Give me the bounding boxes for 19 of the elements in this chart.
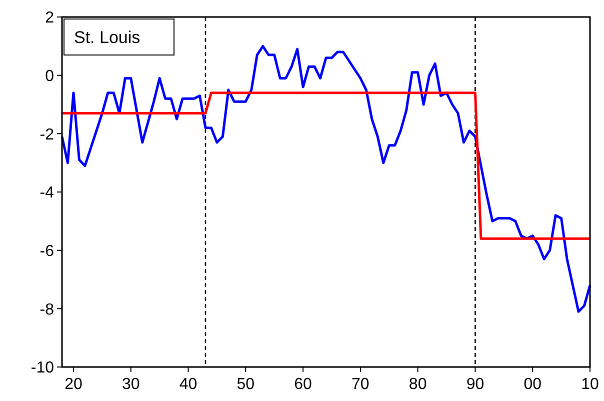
x-tick-label: 00 — [524, 376, 542, 393]
x-tick-label: 40 — [179, 376, 198, 393]
line-series — [60, 44, 592, 313]
x-tick-label: 70 — [352, 376, 370, 393]
x-tick-label: 60 — [294, 376, 312, 393]
y-tick-label: -8 — [40, 301, 54, 318]
x-tick-label: 10 — [581, 376, 599, 393]
y-tick-label: 2 — [45, 10, 54, 27]
x-tick-label: 90 — [466, 376, 484, 393]
text: St. Louis — [74, 28, 140, 47]
y-tick-label: -10 — [30, 360, 54, 377]
y-tick-label: -2 — [40, 126, 54, 144]
y-tick-label: -6 — [40, 242, 54, 260]
x-tick-label: 50 — [236, 376, 255, 393]
y-tick-label: 0 — [45, 68, 54, 85]
y-tick-label: -4 — [40, 184, 54, 202]
x-tick-label: 80 — [408, 376, 427, 393]
x-tick-label: 20 — [64, 376, 82, 393]
x-tick-label: 30 — [122, 376, 140, 393]
